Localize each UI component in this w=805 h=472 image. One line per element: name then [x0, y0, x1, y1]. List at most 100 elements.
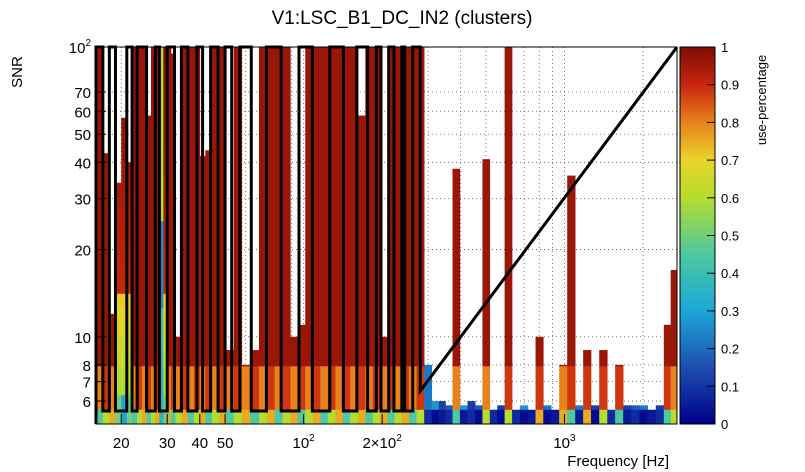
heatmap-cell: [327, 61, 336, 77]
heatmap-cell: [259, 163, 268, 178]
heatmap-cell: [267, 221, 275, 236]
heatmap-cell: [141, 90, 147, 106]
heatmap-cell: [274, 119, 283, 135]
x-tick-label: 30: [159, 435, 176, 452]
heatmap-cell: [567, 351, 576, 367]
heatmap-cell: [350, 351, 359, 367]
heatmap-cell: [126, 264, 133, 280]
heatmap-cell: [132, 47, 138, 62]
heatmap-cell: [342, 61, 351, 77]
heatmap-cell: [380, 409, 388, 425]
heatmap-cell: [504, 119, 513, 135]
heatmap-cell: [615, 380, 624, 396]
heatmap-cell: [163, 90, 168, 106]
y-tick-label: 102: [69, 38, 92, 57]
heatmap-cell: [205, 221, 213, 236]
heatmap-cell: [211, 148, 220, 164]
heatmap-cell: [663, 366, 672, 381]
heatmap-cell: [205, 235, 213, 251]
colorbar-tick-label: 0.3: [721, 304, 739, 319]
heatmap-cell: [205, 279, 213, 294]
heatmap-cell: [159, 308, 164, 323]
heatmap-cell: [159, 61, 164, 77]
heatmap-cell: [387, 177, 395, 193]
heatmap-cell: [305, 76, 314, 91]
heatmap-cell: [181, 337, 189, 352]
heatmap-cell: [504, 279, 513, 294]
heatmap-cell: [320, 163, 329, 178]
heatmap-cell: [181, 61, 189, 77]
heatmap-cell: [335, 206, 344, 222]
heatmap-cell: [320, 279, 329, 294]
heatmap-cell: [181, 90, 189, 106]
heatmap-cell: [297, 351, 306, 367]
heatmap-cell: [211, 134, 220, 149]
heatmap-cell: [312, 235, 321, 251]
heatmap-cell: [394, 264, 402, 280]
heatmap-cell: [159, 409, 164, 425]
heatmap-cell: [350, 264, 359, 280]
heatmap-cell: [567, 322, 576, 338]
heatmap-cell: [335, 337, 344, 352]
heatmap-cell: [335, 395, 344, 410]
heatmap-cell: [342, 206, 351, 222]
x-tick-label: 40: [191, 435, 208, 452]
heatmap-cell: [115, 206, 122, 222]
heatmap-cell: [297, 380, 306, 396]
heatmap-cell: [297, 337, 306, 352]
heatmap-cell: [96, 351, 104, 367]
heatmap-cell: [312, 177, 321, 193]
heatmap-cell: [535, 366, 544, 381]
heatmap-cell: [181, 105, 189, 120]
heatmap-cell: [150, 105, 156, 120]
heatmap-cell: [259, 351, 268, 367]
heatmap-cell: [543, 405, 552, 410]
heatmap-cell: [312, 293, 321, 309]
heatmap-cell: [150, 409, 156, 425]
heatmap-cell: [282, 409, 291, 425]
heatmap-cell: [259, 279, 268, 294]
heatmap-cell: [482, 409, 491, 425]
heatmap-cell: [350, 47, 359, 62]
heatmap-cell: [305, 235, 314, 251]
heatmap-cell: [559, 366, 568, 381]
heatmap-cell: [155, 322, 160, 338]
heatmap-cell: [320, 177, 329, 193]
heatmap-cell: [350, 337, 359, 352]
heatmap-cell: [187, 279, 195, 294]
heatmap-cell: [233, 148, 243, 164]
heatmap-cell: [320, 206, 329, 222]
heatmap-cell: [96, 206, 104, 222]
heatmap-cell: [482, 235, 491, 251]
heatmap-cell: [431, 409, 440, 425]
heatmap-cell: [96, 264, 104, 280]
heatmap-cell: [141, 134, 147, 149]
heatmap-cell: [327, 250, 336, 265]
heatmap-cell: [357, 177, 366, 193]
heatmap-cell: [115, 182, 122, 193]
heatmap-cell: [163, 264, 168, 280]
y-tick-label: 40: [74, 155, 91, 172]
heatmap-cell: [233, 264, 243, 280]
heatmap-cell: [424, 409, 433, 425]
heatmap-cell: [132, 337, 138, 352]
heatmap-cell: [167, 119, 172, 135]
heatmap-cell: [137, 47, 143, 62]
heatmap-cell: [312, 134, 321, 149]
heatmap-cell: [297, 395, 306, 410]
heatmap-cell: [320, 105, 329, 120]
heatmap-cell: [387, 148, 395, 164]
heatmap-cell: [567, 177, 576, 193]
heatmap-cell: [137, 235, 143, 251]
heatmap-cell: [115, 322, 122, 338]
heatmap-cell: [342, 177, 351, 193]
heatmap-cell: [241, 366, 251, 381]
heatmap-cell: [387, 308, 395, 323]
heatmap-cell: [320, 221, 329, 236]
heatmap-cell: [219, 221, 227, 236]
heatmap-cell: [163, 308, 168, 323]
heatmap-cell: [267, 177, 275, 193]
heatmap-cell: [102, 293, 110, 309]
heatmap-cell: [267, 235, 275, 251]
heatmap-cell: [357, 192, 366, 207]
